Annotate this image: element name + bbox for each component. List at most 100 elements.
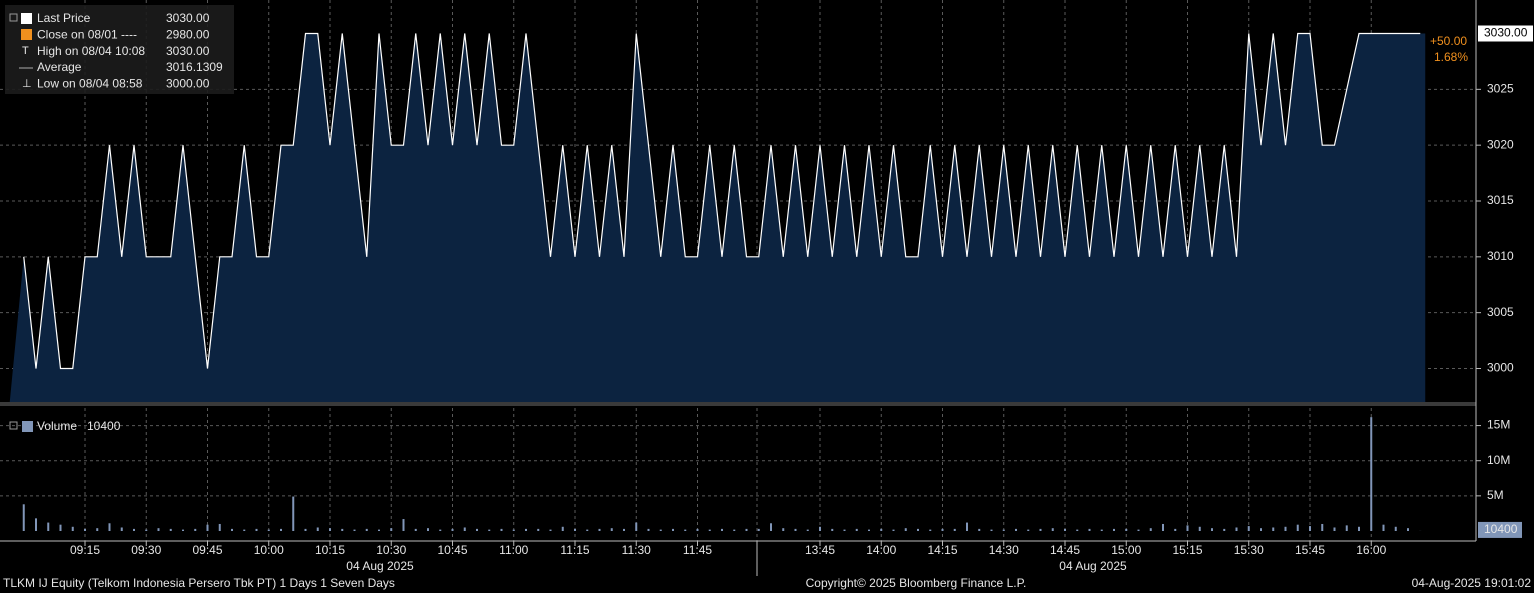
legend: T ⊥ Last Price 3030.00 Close on 08/01 ----… xyxy=(5,5,234,94)
volume-bar xyxy=(206,524,209,531)
volume-bar xyxy=(525,528,527,531)
volume-bar xyxy=(1076,529,1079,531)
volume-bar xyxy=(414,528,417,531)
volume-last-box xyxy=(1478,521,1522,538)
volume-bar xyxy=(120,527,123,531)
volume-bar xyxy=(782,528,785,531)
volume-bar xyxy=(892,529,895,531)
volume-bar xyxy=(745,528,748,531)
volume-bar xyxy=(623,528,625,531)
volume-bar xyxy=(329,528,331,531)
x-tick-label: 15:00 xyxy=(1111,543,1141,557)
volume-bar xyxy=(1247,526,1250,531)
volume-bar xyxy=(1394,526,1397,531)
legend-label: Close on 08/01 ---- xyxy=(37,27,137,41)
x-tick-label: 10:30 xyxy=(376,543,406,557)
last-price-label: 3030.00 xyxy=(1484,26,1528,40)
volume-bar xyxy=(1064,528,1066,531)
volume-bar xyxy=(194,528,197,531)
volume-bar xyxy=(292,496,295,531)
volume-bar xyxy=(1309,526,1311,531)
volume-bar xyxy=(96,528,99,531)
y-tick-label: 3000 xyxy=(1487,361,1514,375)
change-pct: 1.68% xyxy=(1434,50,1468,64)
volume-bar xyxy=(549,529,552,531)
volume-bar xyxy=(84,528,86,531)
volume-bar xyxy=(1296,524,1299,531)
volume-bar xyxy=(1149,528,1152,531)
volume-bar xyxy=(806,529,809,531)
volume-bar xyxy=(157,528,160,531)
volume-bar xyxy=(1345,525,1348,531)
volume-bar xyxy=(316,527,319,531)
volume-bar xyxy=(1027,529,1030,531)
legend-icon: T xyxy=(22,45,29,57)
legend-label: Last Price xyxy=(37,11,91,25)
volume-bar xyxy=(586,529,589,531)
volume-bar xyxy=(1358,526,1360,531)
y-tick-label: 10M xyxy=(1487,453,1510,467)
x-tick-label: 09:30 xyxy=(131,543,161,557)
x-tick-label: 14:45 xyxy=(1050,543,1080,557)
volume-bar xyxy=(451,528,454,531)
y-tick-label: 3015 xyxy=(1487,193,1514,207)
x-tick-label: 11:15 xyxy=(560,543,589,557)
footer-left: TLKM IJ Equity (Telkom Indonesia Persero… xyxy=(3,576,395,590)
volume-bar xyxy=(1015,528,1017,531)
volume-bar xyxy=(574,528,576,531)
volume-bar xyxy=(684,529,687,531)
volume-bar xyxy=(500,528,503,531)
legend-swatch xyxy=(21,13,32,24)
volume-bar xyxy=(145,529,148,531)
x-tick-label: 15:15 xyxy=(1172,543,1202,557)
volume-bar xyxy=(1162,523,1164,531)
volume-bar xyxy=(1198,526,1201,531)
volume-bar xyxy=(182,529,184,531)
volume-bar xyxy=(231,528,233,531)
x-tick-label: 11:30 xyxy=(622,543,651,557)
volume-bar xyxy=(35,518,37,531)
volume-bar xyxy=(390,528,393,531)
volume-bar xyxy=(1235,527,1238,531)
volume-bar xyxy=(1088,528,1091,531)
legend-icon: ⊥ xyxy=(22,78,32,90)
volume-bar xyxy=(476,528,478,531)
volume-bar xyxy=(1051,528,1054,531)
volume-bar xyxy=(953,528,956,531)
volume-bar xyxy=(1333,527,1336,531)
legend-value: 3016.1309 xyxy=(166,60,223,74)
legend-label: Low on 08/04 08:58 xyxy=(37,76,143,90)
volume-bar xyxy=(512,529,515,531)
volume-bar xyxy=(1321,523,1324,531)
volume-bar xyxy=(488,529,491,531)
volume-bar xyxy=(1223,528,1226,531)
volume-bar xyxy=(598,528,601,531)
volume-bar xyxy=(71,526,74,531)
volume-bar xyxy=(1174,528,1177,531)
volume-bar xyxy=(1100,529,1103,531)
volume-bar xyxy=(1039,528,1042,531)
volume-bar xyxy=(659,529,662,531)
volume-bar xyxy=(47,522,50,531)
volume-bar xyxy=(1125,528,1128,531)
collapse-icon xyxy=(9,13,18,22)
volume-bar xyxy=(561,526,564,531)
volume-bar xyxy=(1113,528,1115,531)
volume-bar xyxy=(904,528,907,531)
plot xyxy=(9,32,1426,531)
volume-bar xyxy=(635,522,638,531)
volume-bar xyxy=(59,524,62,531)
volume-bar xyxy=(378,529,380,531)
legend-value: 3030.00 xyxy=(166,44,210,58)
volume-bar xyxy=(218,523,221,531)
y-tick-label: 3010 xyxy=(1487,249,1514,263)
volume-bar xyxy=(439,529,442,531)
legend-value: 3000.00 xyxy=(166,76,210,90)
x-tick-label: 09:45 xyxy=(192,543,222,557)
legend-value: 3030.00 xyxy=(166,11,210,25)
volume-bar xyxy=(1284,526,1287,531)
legend-swatch xyxy=(21,29,32,40)
volume-bar xyxy=(463,527,466,531)
volume-bar xyxy=(1260,528,1262,531)
